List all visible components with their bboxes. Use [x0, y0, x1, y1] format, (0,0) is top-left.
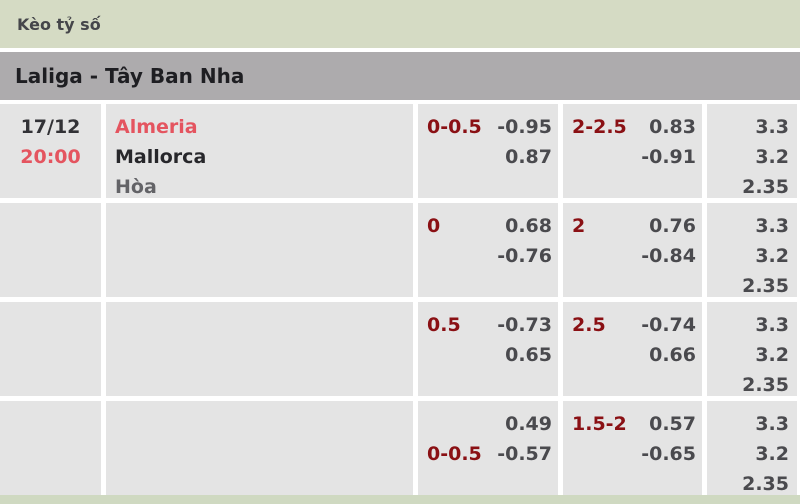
handicap-odd[interactable]: -0.95 — [497, 116, 552, 138]
total-label: 2 — [572, 215, 586, 237]
divider — [0, 48, 800, 52]
1x2-odd-home[interactable]: 3.3 — [755, 215, 789, 237]
handicap-label: 0-0.5 — [427, 443, 482, 465]
handicap-label: 0.5 — [427, 314, 461, 336]
total-odd[interactable]: 0.83 — [649, 116, 696, 138]
1x2-odd-away[interactable]: 3.2 — [755, 344, 789, 366]
divider — [0, 100, 800, 104]
empty-cell — [0, 401, 101, 495]
empty-cell — [106, 401, 413, 495]
section-title: Kèo tỷ số — [17, 14, 101, 34]
league-header[interactable]: Laliga - Tây Ban Nha — [0, 52, 800, 100]
1x2-odd-draw[interactable]: 2.35 — [742, 374, 789, 396]
handicap-odd[interactable]: 0.87 — [505, 146, 552, 168]
total-odd[interactable]: -0.65 — [641, 443, 696, 465]
1x2-odd-home[interactable]: 3.3 — [755, 314, 789, 336]
empty-cell — [0, 203, 101, 297]
1x2-odd-home[interactable]: 3.3 — [755, 413, 789, 435]
1x2-odd-draw[interactable]: 2.35 — [742, 473, 789, 495]
handicap-label: 0 — [427, 215, 441, 237]
draw-label: Hòa — [115, 176, 157, 198]
handicap-odd[interactable]: 0.65 — [505, 344, 552, 366]
handicap-odds-cell[interactable]: 0 0.68 -0.76 — [418, 203, 558, 297]
1x2-odds-cell[interactable]: 3.3 3.2 2.35 — [707, 302, 797, 396]
1x2-odds-cell[interactable]: 3.3 3.2 2.35 — [707, 104, 797, 198]
home-team[interactable]: Almeria — [115, 116, 198, 138]
match-teams[interactable]: Almeria Mallorca Hòa — [106, 104, 413, 198]
total-label: 2.5 — [572, 314, 606, 336]
total-label: 1.5-2 — [572, 413, 627, 435]
odds-table: 17/12 20:00 Almeria Mallorca Hòa 0-0.5 -0… — [0, 104, 800, 495]
total-odd[interactable]: -0.91 — [641, 146, 696, 168]
empty-cell — [106, 203, 413, 297]
total-odd[interactable]: 0.57 — [649, 413, 696, 435]
empty-cell — [106, 302, 413, 396]
handicap-odds-cell[interactable]: 0.49 0-0.5 -0.57 — [418, 401, 558, 495]
handicap-odd[interactable]: -0.73 — [497, 314, 552, 336]
handicap-odd[interactable]: 0.68 — [505, 215, 552, 237]
1x2-odd-away[interactable]: 3.2 — [755, 146, 789, 168]
match-datetime: 17/12 20:00 — [0, 104, 101, 198]
empty-cell — [0, 302, 101, 396]
handicap-odd[interactable]: -0.57 — [497, 443, 552, 465]
1x2-odd-away[interactable]: 3.2 — [755, 443, 789, 465]
1x2-odd-away[interactable]: 3.2 — [755, 245, 789, 267]
league-title: Laliga - Tây Ban Nha — [15, 64, 245, 88]
total-odds-cell[interactable]: 2 0.76 -0.84 — [563, 203, 702, 297]
total-odd[interactable]: -0.84 — [641, 245, 696, 267]
1x2-odds-cell[interactable]: 3.3 3.2 2.35 — [707, 401, 797, 495]
handicap-odds-cell[interactable]: 0.5 -0.73 0.65 — [418, 302, 558, 396]
match-time: 20:00 — [20, 146, 81, 168]
total-label: 2-2.5 — [572, 116, 627, 138]
total-odd[interactable]: 0.76 — [649, 215, 696, 237]
handicap-odd[interactable]: -0.76 — [497, 245, 552, 267]
handicap-odds-cell[interactable]: 0-0.5 -0.95 0.87 — [418, 104, 558, 198]
total-odd[interactable]: -0.74 — [641, 314, 696, 336]
total-odds-cell[interactable]: 2-2.5 0.83 -0.91 — [563, 104, 702, 198]
1x2-odd-home[interactable]: 3.3 — [755, 116, 789, 138]
1x2-odds-cell[interactable]: 3.3 3.2 2.35 — [707, 203, 797, 297]
section-header: Kèo tỷ số — [0, 0, 800, 48]
1x2-odd-draw[interactable]: 2.35 — [742, 275, 789, 297]
handicap-odd[interactable]: 0.49 — [505, 413, 552, 435]
away-team[interactable]: Mallorca — [115, 146, 207, 168]
handicap-label: 0-0.5 — [427, 116, 482, 138]
total-odds-cell[interactable]: 1.5-2 0.57 -0.65 — [563, 401, 702, 495]
match-date: 17/12 — [20, 116, 81, 138]
total-odd[interactable]: 0.66 — [649, 344, 696, 366]
page-background-strip — [0, 495, 800, 504]
total-odds-cell[interactable]: 2.5 -0.74 0.66 — [563, 302, 702, 396]
1x2-odd-draw[interactable]: 2.35 — [742, 176, 789, 198]
